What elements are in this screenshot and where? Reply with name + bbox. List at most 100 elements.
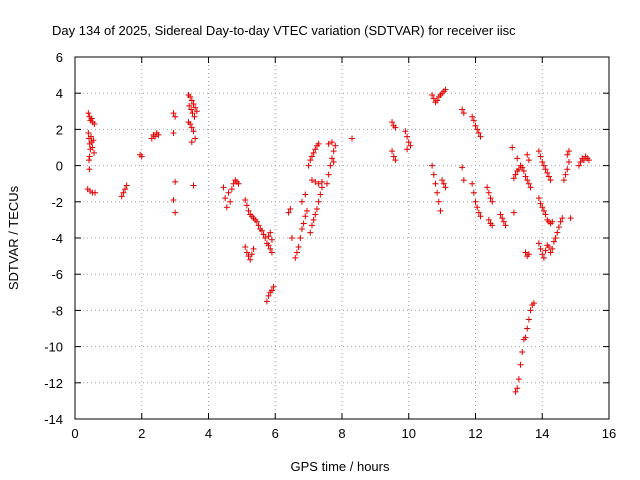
data-point xyxy=(470,189,477,196)
data-point xyxy=(535,195,542,202)
plot-frame xyxy=(74,56,610,420)
data-point xyxy=(315,198,322,205)
data-point xyxy=(187,93,194,100)
data-point xyxy=(474,126,481,133)
data-point xyxy=(502,222,509,229)
data-point xyxy=(90,137,97,144)
x-tick-label: 10 xyxy=(402,426,416,441)
data-point xyxy=(323,180,330,187)
data-point xyxy=(575,162,582,169)
data-point xyxy=(390,153,397,160)
y-tick-label: 2 xyxy=(56,122,63,137)
data-point xyxy=(485,189,492,196)
data-point xyxy=(330,148,337,155)
data-point xyxy=(549,218,556,225)
data-point xyxy=(248,251,255,258)
data-point xyxy=(404,146,411,153)
data-point xyxy=(540,254,547,261)
data-point xyxy=(564,166,571,173)
data-point xyxy=(539,158,546,165)
data-point xyxy=(485,216,492,223)
data-point xyxy=(220,184,227,191)
data-point xyxy=(222,195,229,202)
data-point xyxy=(460,177,467,184)
data-point xyxy=(497,211,504,218)
data-point xyxy=(308,177,315,184)
data-point xyxy=(349,135,356,142)
data-point xyxy=(268,236,275,243)
data-point xyxy=(298,225,305,232)
data-point xyxy=(138,153,145,160)
data-point xyxy=(520,168,527,175)
data-point xyxy=(188,139,195,146)
y-tick-label: 6 xyxy=(56,50,63,65)
data-point xyxy=(327,162,334,169)
data-point xyxy=(472,122,479,129)
data-point xyxy=(268,249,275,256)
data-point xyxy=(235,180,242,187)
data-point xyxy=(550,238,557,245)
data-point xyxy=(469,180,476,187)
data-point xyxy=(260,231,267,238)
data-point xyxy=(228,186,235,193)
data-point xyxy=(557,218,564,225)
data-point xyxy=(313,206,320,213)
y-tick-label: -12 xyxy=(44,376,63,391)
data-point xyxy=(242,196,249,203)
data-point xyxy=(188,124,195,131)
data-point xyxy=(303,207,310,214)
data-point xyxy=(91,120,98,127)
data-point xyxy=(89,144,96,151)
data-point xyxy=(432,180,439,187)
data-point xyxy=(542,211,549,218)
data-point xyxy=(300,220,307,227)
data-point xyxy=(430,171,437,178)
data-point xyxy=(512,171,519,178)
data-point xyxy=(564,151,571,158)
y-tick-labels: -14 -12 -10 -8 -6 -4 -2 0 2 4 6 xyxy=(44,50,63,427)
data-point xyxy=(310,149,317,156)
data-point xyxy=(525,180,532,187)
data-point xyxy=(310,216,317,223)
data-point xyxy=(92,189,99,196)
data-point xyxy=(193,108,200,115)
data-point xyxy=(255,222,262,229)
data-point xyxy=(515,166,522,173)
data-point xyxy=(545,173,552,180)
data-points xyxy=(84,86,592,395)
data-point xyxy=(265,292,272,299)
data-point xyxy=(510,209,517,216)
data-point xyxy=(429,92,436,99)
data-point xyxy=(325,171,332,178)
data-point xyxy=(535,148,542,155)
data-point xyxy=(190,101,197,108)
data-point xyxy=(435,198,442,205)
data-point xyxy=(429,162,436,169)
data-point xyxy=(302,213,309,220)
data-point xyxy=(265,242,272,249)
data-point xyxy=(560,177,567,184)
data-point xyxy=(489,198,496,205)
data-point xyxy=(405,139,412,146)
data-point xyxy=(305,162,312,169)
data-point xyxy=(267,229,274,236)
data-point xyxy=(285,209,292,216)
data-point xyxy=(155,131,162,138)
data-point xyxy=(487,195,494,202)
data-point xyxy=(537,200,544,207)
x-tick-label: 2 xyxy=(138,426,145,441)
data-point xyxy=(404,133,411,140)
data-point xyxy=(585,157,592,164)
data-point xyxy=(544,169,551,176)
data-point xyxy=(308,222,315,229)
data-point xyxy=(86,153,93,160)
data-point xyxy=(245,207,252,214)
data-point xyxy=(247,256,254,263)
data-point xyxy=(307,157,314,164)
data-point xyxy=(515,376,522,383)
data-point xyxy=(120,189,127,196)
data-point xyxy=(567,215,574,222)
data-point xyxy=(542,166,549,173)
data-point xyxy=(318,184,325,191)
data-point xyxy=(243,202,250,209)
